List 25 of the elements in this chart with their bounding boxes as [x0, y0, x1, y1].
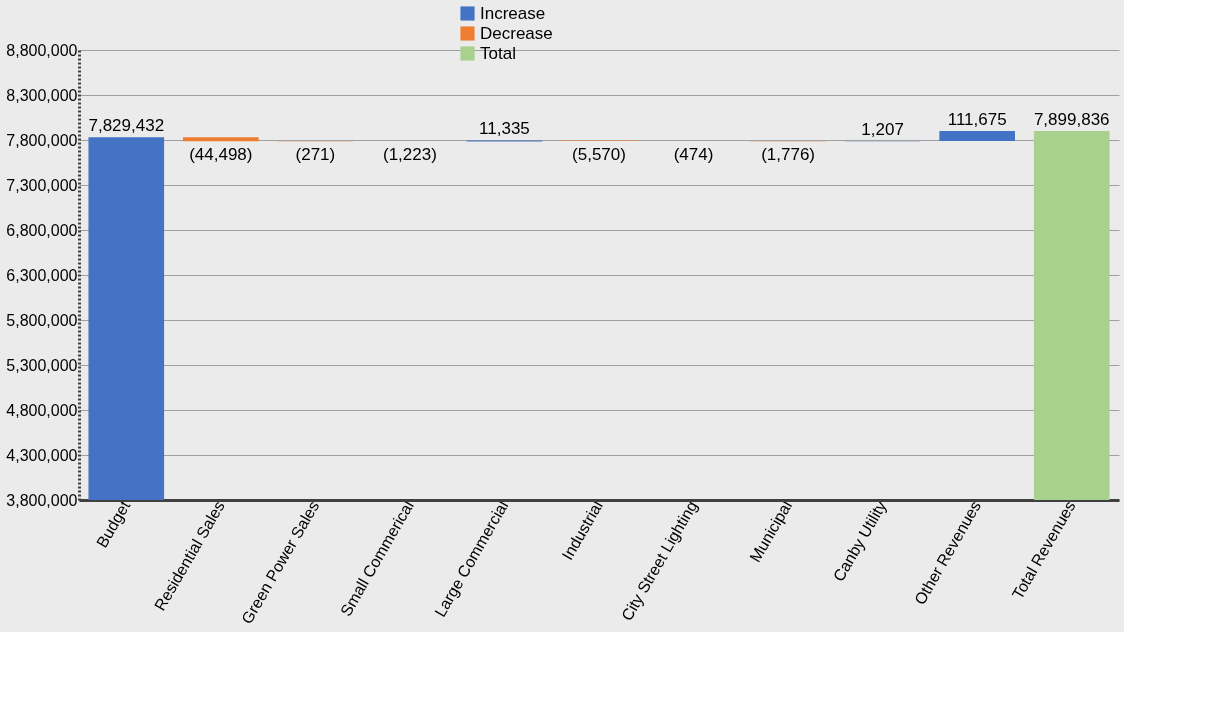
data-label: (1,776): [761, 145, 816, 165]
y-tick-label: 5,300,000: [6, 356, 78, 374]
y-tick-label: 7,300,000: [6, 176, 78, 194]
y-tick-label: 6,800,000: [6, 221, 78, 239]
data-label: 111,675: [947, 110, 1007, 130]
data-label: (1,223): [382, 145, 437, 165]
data-label: 1,207: [861, 120, 904, 140]
data-label: (271): [295, 145, 336, 165]
data-label: (474): [673, 145, 714, 165]
y-tick-label: 7,800,000: [6, 131, 78, 149]
data-label: (5,570): [572, 144, 626, 164]
legend-label: Decrease: [480, 23, 553, 43]
y-tick-label: 8,800,000: [6, 41, 78, 59]
data-label: 7,899,836: [1033, 110, 1110, 130]
y-tick-label: 3,800,000: [6, 491, 78, 509]
y-tick-label: 4,300,000: [6, 446, 78, 464]
legend-label: Increase: [480, 3, 546, 23]
data-label: (44,498): [189, 145, 253, 165]
legend-label: Total: [480, 43, 516, 63]
y-tick-label: 8,300,000: [6, 86, 78, 104]
y-tick-label: 4,800,000: [6, 401, 78, 419]
y-tick-label: 5,800,000: [6, 311, 78, 329]
data-label: 7,829,432: [88, 116, 165, 136]
y-tick-label: 6,300,000: [6, 266, 78, 284]
data-label: 11,335: [479, 119, 530, 139]
